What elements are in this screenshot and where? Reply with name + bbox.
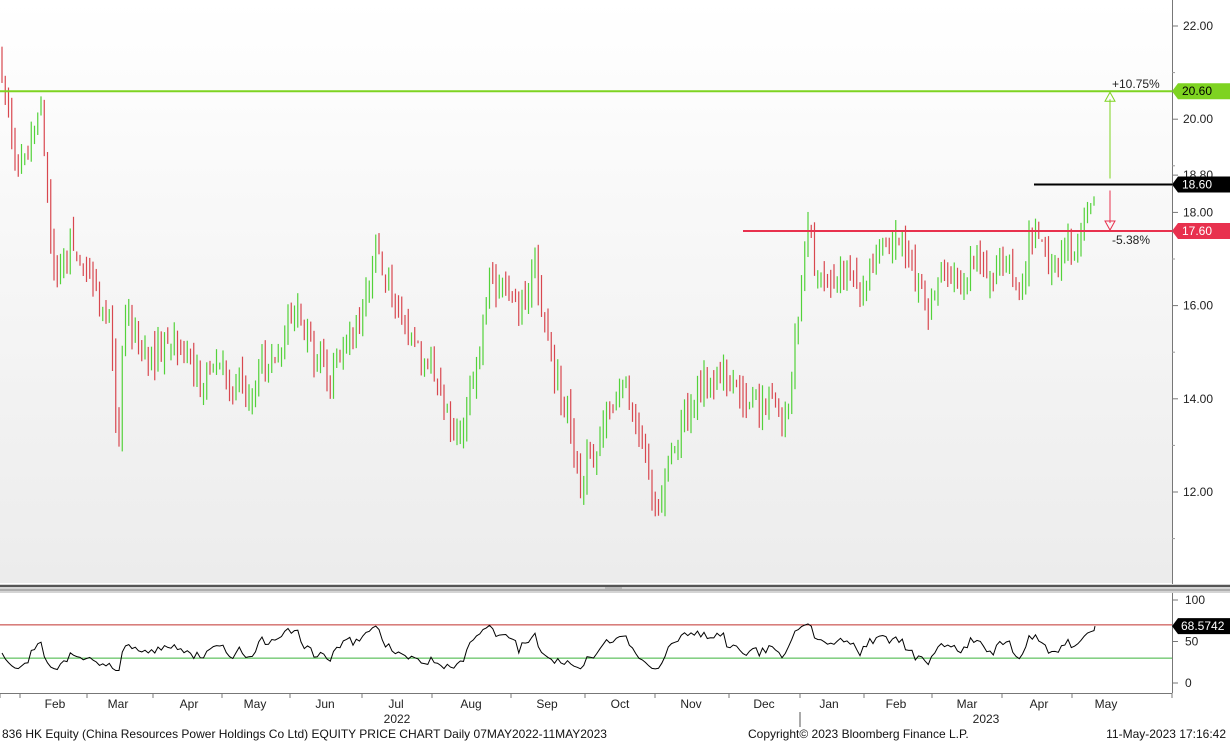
current-price-badge-bg xyxy=(1172,176,1230,193)
upside-pct-label: +10.75% xyxy=(1112,77,1160,91)
x-month-label: Apr xyxy=(180,697,199,711)
rsi-tick-label: 50 xyxy=(1185,635,1199,649)
rsi-panel-bg xyxy=(0,593,1172,693)
x-month-label: Oct xyxy=(611,697,630,711)
axes-layer: 12.0014.0016.0018.0020.0022.0018.8020.60… xyxy=(0,0,1230,727)
rsi-line xyxy=(1,623,1096,671)
rsi-tick-label: 0 xyxy=(1185,676,1192,690)
support-badge: 17.60 xyxy=(1182,224,1212,238)
x-month-label: Mar xyxy=(108,697,129,711)
x-month-label: Mar xyxy=(957,697,978,711)
support-badge-bg xyxy=(1172,223,1230,240)
x-year-label: 2022 xyxy=(384,712,411,726)
price-levels: +10.75% -5.38% xyxy=(0,77,1172,247)
price-tick-label: 20.00 xyxy=(1183,112,1213,126)
footer-copyright: Copyright© 2023 Bloomberg Finance L.P. xyxy=(748,727,969,741)
footer-timestamp: 11-May-2023 17:16:42 xyxy=(1106,727,1226,741)
x-month-label: Feb xyxy=(45,697,66,711)
price-tick-label: 16.00 xyxy=(1183,299,1213,313)
x-month-label: Sep xyxy=(536,697,558,711)
x-month-label: Nov xyxy=(680,697,701,711)
x-month-label: Jun xyxy=(315,697,334,711)
x-month-label: Jul xyxy=(388,697,403,711)
rsi-current-badge: 68.5742 xyxy=(1181,619,1225,633)
x-year-label: 2023 xyxy=(973,712,1000,726)
price-tick-label: 12.00 xyxy=(1183,485,1213,499)
current-price-badge: 18.60 xyxy=(1182,177,1212,191)
downside-pct-label: -5.38% xyxy=(1112,233,1150,247)
price-tick-label: 22.00 xyxy=(1183,19,1213,33)
price-panel-bg xyxy=(0,0,1172,583)
x-month-label: May xyxy=(244,697,267,711)
x-month-label: May xyxy=(1095,697,1118,711)
downside-arrow-head xyxy=(1104,220,1116,232)
rsi-layer xyxy=(0,623,1172,671)
rsi-badge-bg xyxy=(1172,618,1230,635)
x-month-label: Jan xyxy=(819,697,838,711)
footer-description: 836 HK Equity (China Resources Power Hol… xyxy=(2,727,607,741)
resistance-badge: 20.60 xyxy=(1182,84,1212,98)
price-candles xyxy=(1,46,1095,517)
upside-arrow-head xyxy=(1104,91,1116,102)
x-month-label: Dec xyxy=(753,697,774,711)
x-month-label: Feb xyxy=(886,697,907,711)
price-tick-label: 18.00 xyxy=(1183,205,1213,219)
x-month-label: Aug xyxy=(460,697,481,711)
rsi-tick-label: 100 xyxy=(1185,593,1205,607)
price-tick-label: 14.00 xyxy=(1183,392,1213,406)
x-month-label: Apr xyxy=(1030,697,1049,711)
resistance-badge-bg xyxy=(1172,83,1230,100)
